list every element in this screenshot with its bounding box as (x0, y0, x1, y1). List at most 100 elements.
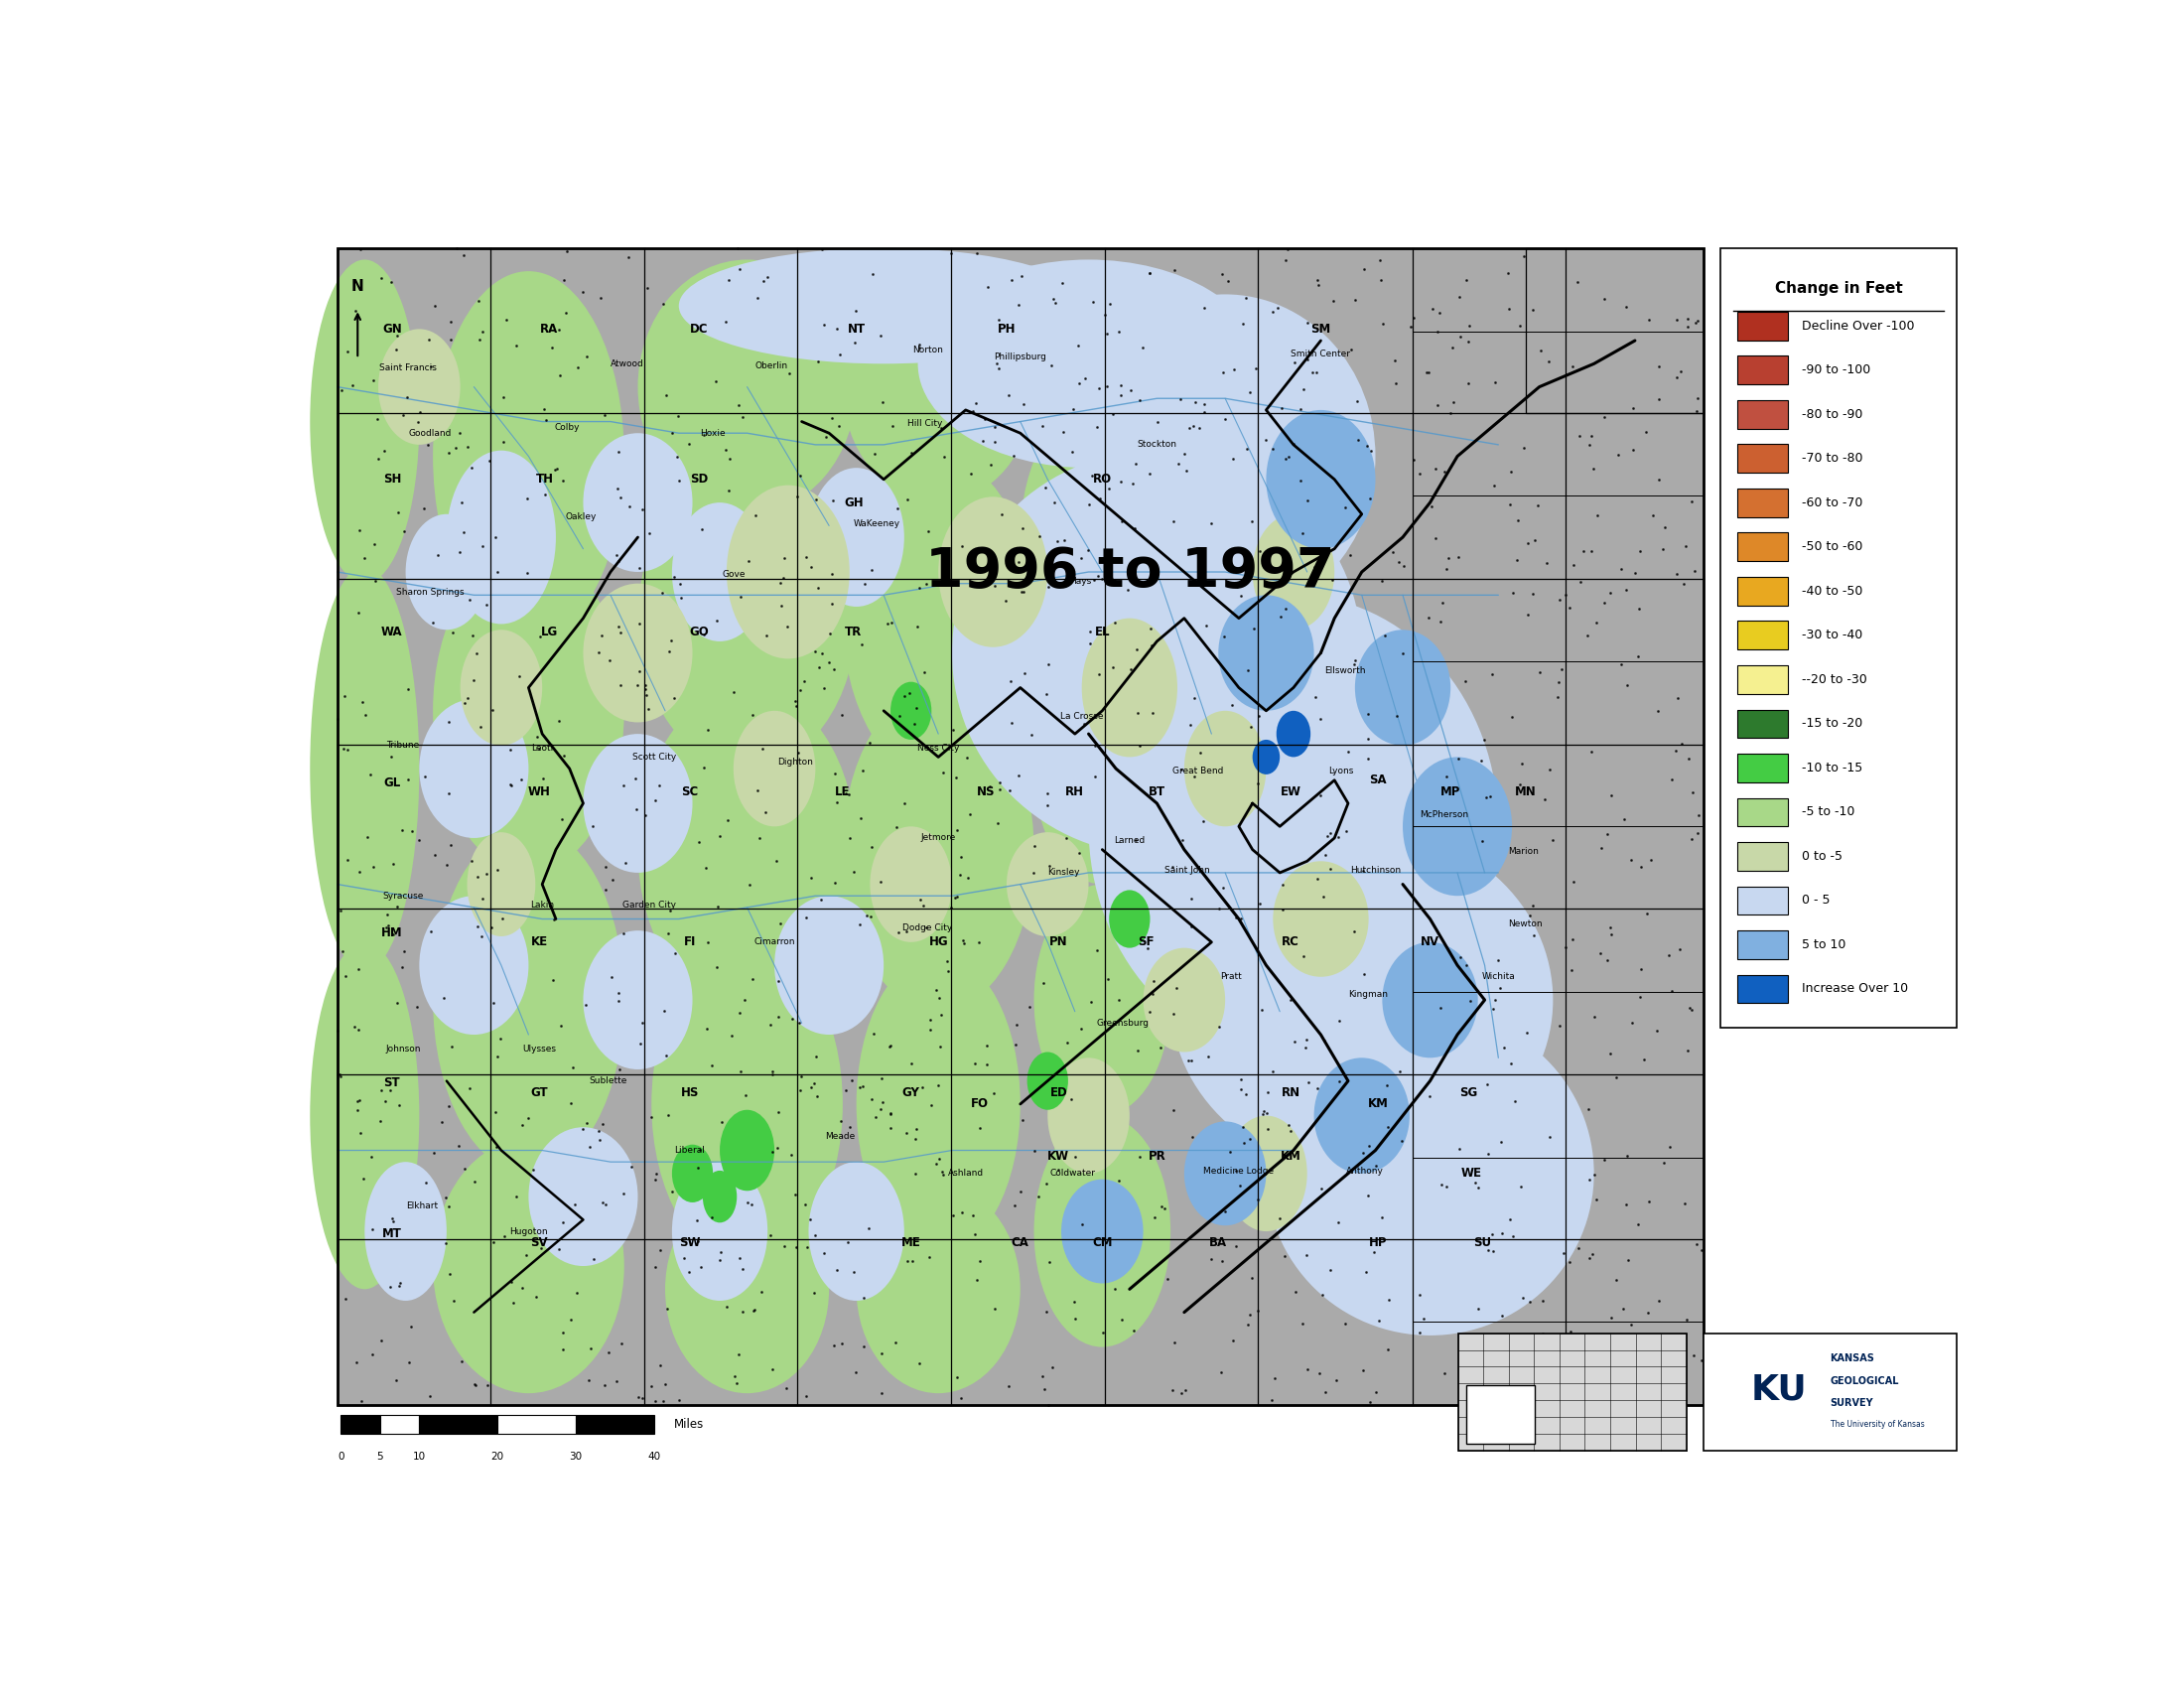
Point (1522, 658, 1557, 685)
Point (1203, 1247, 1238, 1274)
Point (542, 316, 577, 343)
Point (662, 571, 697, 598)
Point (983, 776, 1018, 803)
Point (480, 1043, 515, 1070)
Point (369, 901, 404, 928)
Point (856, 262, 891, 289)
Ellipse shape (406, 515, 487, 630)
Point (1666, 1190, 1701, 1217)
Point (1647, 513, 1682, 540)
Point (968, 405, 1002, 432)
Point (1225, 311, 1260, 338)
Point (793, 1074, 828, 1101)
Point (1531, 348, 1566, 375)
Point (898, 711, 933, 738)
Point (719, 1371, 753, 1398)
Text: Medicine Lodge: Medicine Lodge (1203, 1166, 1273, 1175)
Point (1273, 1117, 1308, 1144)
Ellipse shape (1020, 398, 1184, 677)
Point (1507, 434, 1542, 461)
Ellipse shape (1184, 711, 1267, 827)
Point (1599, 1063, 1634, 1090)
Point (1594, 1305, 1629, 1332)
Point (799, 1084, 834, 1111)
Point (1417, 525, 1452, 552)
Point (1090, 966, 1125, 993)
Point (465, 886, 500, 913)
Point (863, 1340, 898, 1367)
Point (1024, 1362, 1059, 1389)
Point (1236, 614, 1271, 641)
Text: Tribune: Tribune (387, 741, 419, 749)
Point (1234, 714, 1269, 741)
Point (1061, 839, 1096, 866)
Point (1623, 852, 1658, 879)
Point (546, 468, 581, 495)
Text: LE: LE (834, 785, 850, 798)
Point (1044, 270, 1079, 297)
Point (1452, 312, 1487, 339)
Point (839, 297, 874, 324)
Point (1208, 540, 1243, 567)
Point (1494, 704, 1529, 731)
Ellipse shape (1171, 827, 1553, 1173)
Point (393, 1313, 428, 1340)
Text: FO: FO (970, 1097, 987, 1111)
Point (1035, 285, 1070, 312)
Text: PN: PN (1048, 935, 1068, 949)
Point (1365, 1204, 1400, 1231)
Point (1503, 1173, 1538, 1200)
Text: HS: HS (681, 1085, 699, 1099)
Point (1640, 697, 1675, 724)
Text: HM: HM (382, 927, 402, 939)
Point (1241, 1298, 1275, 1325)
Point (1094, 653, 1129, 680)
Point (745, 734, 780, 761)
Point (603, 619, 638, 647)
Point (1352, 484, 1387, 511)
Point (854, 1085, 889, 1112)
Point (863, 868, 898, 895)
Text: Sharon Springs: Sharon Springs (395, 589, 465, 598)
Point (1441, 322, 1476, 349)
Point (760, 1134, 795, 1161)
Point (1592, 1040, 1627, 1067)
Point (721, 392, 756, 419)
Point (592, 647, 627, 674)
Point (566, 1116, 601, 1143)
Point (1020, 1183, 1055, 1210)
Point (1173, 885, 1208, 912)
Point (1000, 549, 1035, 576)
Point (815, 591, 850, 618)
Point (1618, 559, 1653, 586)
Point (1610, 1143, 1645, 1170)
Point (1385, 640, 1420, 667)
Ellipse shape (1273, 861, 1369, 977)
Point (950, 864, 985, 891)
Point (972, 773, 1007, 800)
Point (446, 1349, 480, 1376)
Point (553, 1089, 587, 1116)
Point (1168, 457, 1203, 484)
Point (605, 771, 640, 798)
Point (577, 1246, 612, 1273)
Ellipse shape (583, 734, 692, 873)
Point (1321, 824, 1356, 851)
Point (858, 1104, 893, 1131)
Point (1358, 1377, 1393, 1404)
Point (767, 1232, 802, 1259)
Point (622, 609, 657, 636)
Point (788, 1382, 823, 1409)
Point (1304, 1175, 1339, 1202)
Point (788, 1192, 823, 1219)
Point (1223, 1173, 1258, 1200)
Point (1131, 260, 1166, 287)
Point (1579, 609, 1614, 636)
Point (594, 866, 629, 893)
Point (1328, 1310, 1363, 1337)
Point (1675, 778, 1710, 805)
Ellipse shape (1251, 515, 1334, 630)
Point (1267, 596, 1302, 623)
Point (1190, 1043, 1225, 1070)
Point (839, 1359, 874, 1386)
